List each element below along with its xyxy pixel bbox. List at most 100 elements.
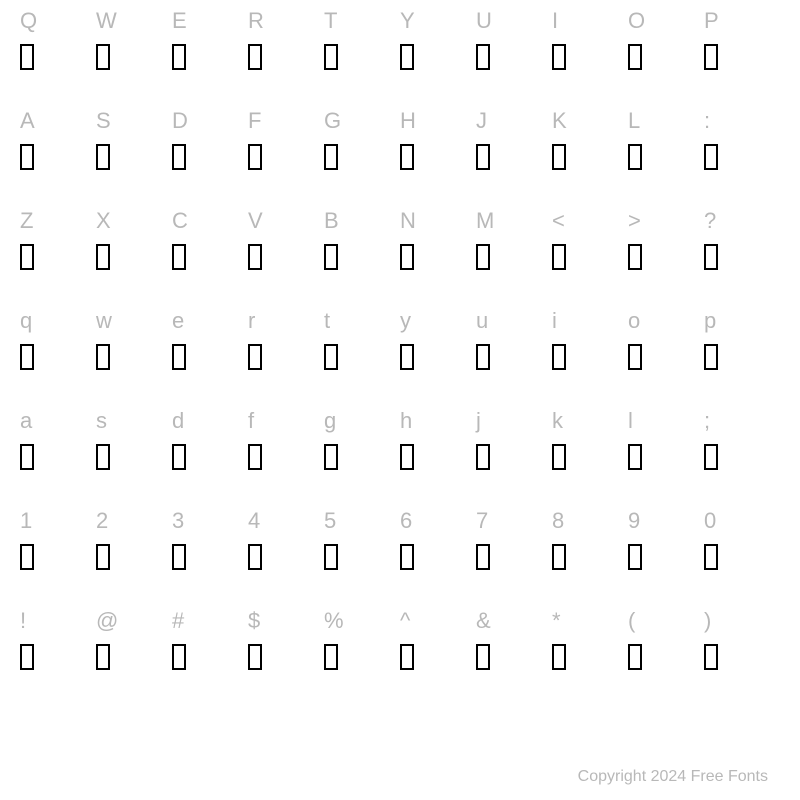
glyph-placeholder-box — [324, 144, 338, 170]
char-cell: G — [324, 110, 400, 210]
glyph-placeholder-box — [324, 644, 338, 670]
glyph-placeholder-box — [324, 544, 338, 570]
char-label: s — [96, 410, 107, 436]
char-label: 8 — [552, 510, 564, 536]
char-label: u — [476, 310, 488, 336]
glyph-placeholder-box — [476, 144, 490, 170]
char-cell: u — [476, 310, 552, 410]
char-label: C — [172, 210, 188, 236]
char-cell: 3 — [172, 510, 248, 610]
char-cell: C — [172, 210, 248, 310]
glyph-placeholder-box — [96, 244, 110, 270]
char-cell: S — [96, 110, 172, 210]
char-cell: N — [400, 210, 476, 310]
char-label: V — [248, 210, 263, 236]
char-cell: ) — [704, 610, 780, 710]
glyph-placeholder-box — [628, 444, 642, 470]
char-label: % — [324, 610, 344, 636]
glyph-placeholder-box — [628, 344, 642, 370]
char-cell: 0 — [704, 510, 780, 610]
char-label: 3 — [172, 510, 184, 536]
char-cell: E — [172, 10, 248, 110]
glyph-placeholder-box — [172, 544, 186, 570]
char-cell: < — [552, 210, 628, 310]
char-cell: f — [248, 410, 324, 510]
char-label: I — [552, 10, 558, 36]
char-cell: r — [248, 310, 324, 410]
glyph-placeholder-box — [704, 144, 718, 170]
char-label: : — [704, 110, 710, 136]
glyph-placeholder-box — [704, 644, 718, 670]
char-label: @ — [96, 610, 118, 636]
char-label: R — [248, 10, 264, 36]
glyph-placeholder-box — [552, 44, 566, 70]
char-label: W — [96, 10, 117, 36]
char-cell: Q — [20, 10, 96, 110]
char-cell: l — [628, 410, 704, 510]
glyph-placeholder-box — [400, 244, 414, 270]
char-label: 9 — [628, 510, 640, 536]
glyph-placeholder-box — [248, 444, 262, 470]
glyph-placeholder-box — [704, 544, 718, 570]
glyph-placeholder-box — [476, 344, 490, 370]
char-cell: U — [476, 10, 552, 110]
char-label: a — [20, 410, 32, 436]
char-label: j — [476, 410, 481, 436]
char-cell: ( — [628, 610, 704, 710]
glyph-placeholder-box — [96, 644, 110, 670]
char-label: B — [324, 210, 339, 236]
glyph-placeholder-box — [400, 644, 414, 670]
char-cell: D — [172, 110, 248, 210]
char-cell: X — [96, 210, 172, 310]
character-map-grid: QWERTYUIOPASDFGHJKL:ZXCVBNM<>?qwertyuiop… — [0, 0, 800, 710]
glyph-placeholder-box — [96, 344, 110, 370]
glyph-placeholder-box — [476, 44, 490, 70]
char-cell: k — [552, 410, 628, 510]
glyph-placeholder-box — [552, 644, 566, 670]
char-cell: H — [400, 110, 476, 210]
char-cell: 4 — [248, 510, 324, 610]
char-cell: 1 — [20, 510, 96, 610]
char-label: D — [172, 110, 188, 136]
glyph-placeholder-box — [248, 644, 262, 670]
glyph-placeholder-box — [400, 144, 414, 170]
glyph-placeholder-box — [628, 644, 642, 670]
char-label: ( — [628, 610, 635, 636]
char-cell: O — [628, 10, 704, 110]
char-label: 1 — [20, 510, 32, 536]
char-cell: ? — [704, 210, 780, 310]
char-label: h — [400, 410, 412, 436]
char-label: & — [476, 610, 491, 636]
char-cell: 9 — [628, 510, 704, 610]
char-cell: ; — [704, 410, 780, 510]
char-label: i — [552, 310, 557, 336]
char-label: 5 — [324, 510, 336, 536]
char-label: U — [476, 10, 492, 36]
char-cell: P — [704, 10, 780, 110]
glyph-placeholder-box — [476, 444, 490, 470]
glyph-placeholder-box — [20, 244, 34, 270]
char-cell: q — [20, 310, 96, 410]
char-label: F — [248, 110, 261, 136]
char-cell: 2 — [96, 510, 172, 610]
char-cell: i — [552, 310, 628, 410]
glyph-placeholder-box — [20, 444, 34, 470]
char-label: e — [172, 310, 184, 336]
char-cell: s — [96, 410, 172, 510]
glyph-placeholder-box — [96, 544, 110, 570]
char-label: ^ — [400, 610, 410, 636]
glyph-placeholder-box — [552, 444, 566, 470]
glyph-placeholder-box — [400, 44, 414, 70]
char-label: S — [96, 110, 111, 136]
glyph-placeholder-box — [20, 344, 34, 370]
char-cell: o — [628, 310, 704, 410]
glyph-placeholder-box — [704, 444, 718, 470]
char-cell: L — [628, 110, 704, 210]
char-cell: B — [324, 210, 400, 310]
char-label: p — [704, 310, 716, 336]
char-cell: 5 — [324, 510, 400, 610]
char-label: y — [400, 310, 411, 336]
char-label: G — [324, 110, 341, 136]
char-cell: j — [476, 410, 552, 510]
glyph-placeholder-box — [628, 144, 642, 170]
